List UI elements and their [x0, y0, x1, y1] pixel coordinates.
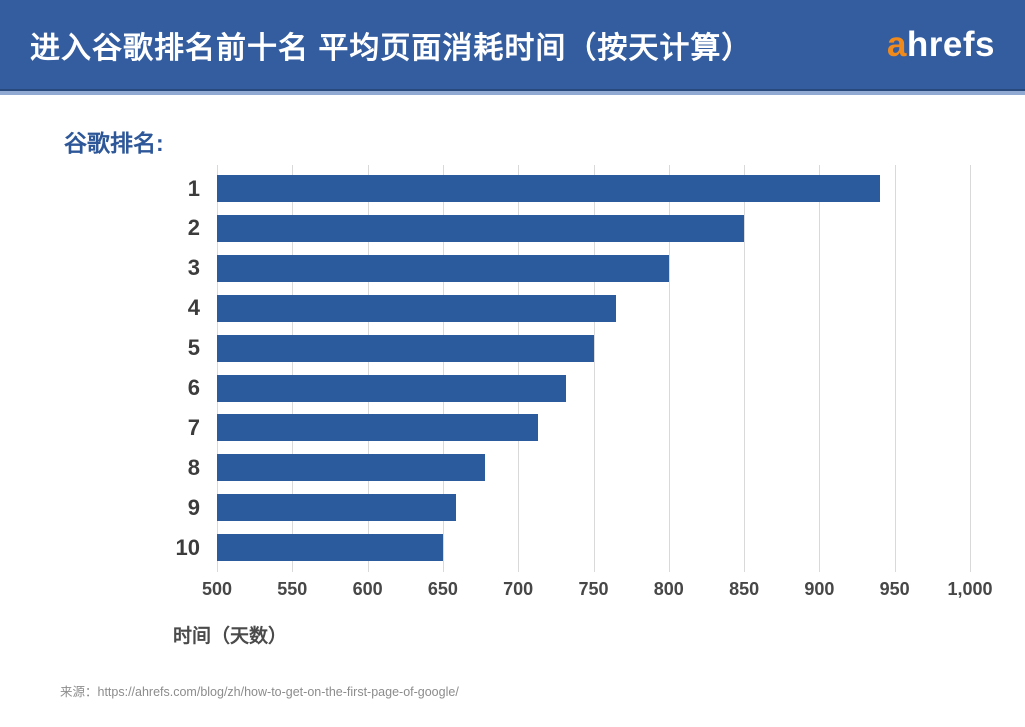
x-tick-label: 650	[427, 579, 458, 599]
header-divider-light	[0, 91, 1025, 95]
gridline	[668, 165, 670, 572]
gridline	[819, 165, 821, 572]
y-tick-label: 1	[187, 175, 200, 201]
gridline	[744, 165, 746, 572]
x-tick-label: 850	[729, 579, 760, 599]
x-tick-label: 550	[277, 579, 308, 599]
x-tick-label: 950	[879, 579, 910, 599]
x-tick-label: 800	[653, 579, 684, 599]
gridline	[593, 165, 595, 572]
ahrefs-logo-accent: a	[886, 25, 907, 64]
gridline	[367, 165, 369, 572]
bar-rank-7	[217, 414, 538, 442]
bar-rank-3	[217, 254, 669, 282]
bar-rank-6	[217, 374, 567, 402]
bar-rank-4	[217, 294, 617, 322]
y-tick-label: 8	[187, 454, 200, 480]
y-tick-label: 4	[187, 295, 200, 321]
bar-rank-8	[217, 454, 486, 482]
y-tick-label: 5	[187, 335, 200, 361]
header-banner: 进入谷歌排名前十名 平均页面消耗时间（按天计算） ahrefs	[0, 0, 1025, 89]
source-citation: 来源：https://ahrefs.com/blog/zh/how-to-get…	[60, 685, 459, 699]
y-tick-label: 7	[187, 414, 200, 440]
bar-rank-2	[217, 214, 745, 242]
y-tick-label: 6	[187, 375, 200, 400]
x-tick-label: 900	[804, 579, 835, 599]
y-tick-label: 2	[187, 215, 200, 241]
x-tick-label: 600	[352, 579, 383, 599]
bar-rank-9	[217, 494, 457, 522]
page-title: 进入谷歌排名前十名 平均页面消耗时间（按天计算）	[30, 31, 753, 65]
y-axis-title: 谷歌排名:	[64, 130, 164, 156]
y-tick-label: 9	[187, 494, 200, 520]
ahrefs-logo-text: hrefs	[906, 25, 995, 64]
x-tick-label: 500	[201, 579, 233, 599]
bar-rank-5	[217, 334, 594, 362]
ahrefs-logo: ahrefs	[887, 27, 995, 62]
gridline	[518, 165, 520, 572]
x-axis-title: 时间（天数）	[173, 626, 288, 647]
y-tick-label: 10	[175, 534, 200, 560]
plot-area	[217, 165, 971, 572]
gridline	[894, 165, 896, 572]
x-tick-label: 1,000	[947, 579, 993, 599]
y-tick-label: 3	[187, 255, 200, 281]
bar-rank-1	[217, 175, 880, 202]
x-tick-label: 700	[503, 579, 534, 599]
gridline	[442, 165, 444, 572]
gridline	[292, 165, 294, 572]
header-divider-dark	[0, 89, 1025, 91]
gridline	[217, 165, 218, 572]
bar-rank-10	[217, 534, 443, 562]
x-tick-label: 750	[578, 579, 609, 599]
gridline	[970, 165, 971, 572]
